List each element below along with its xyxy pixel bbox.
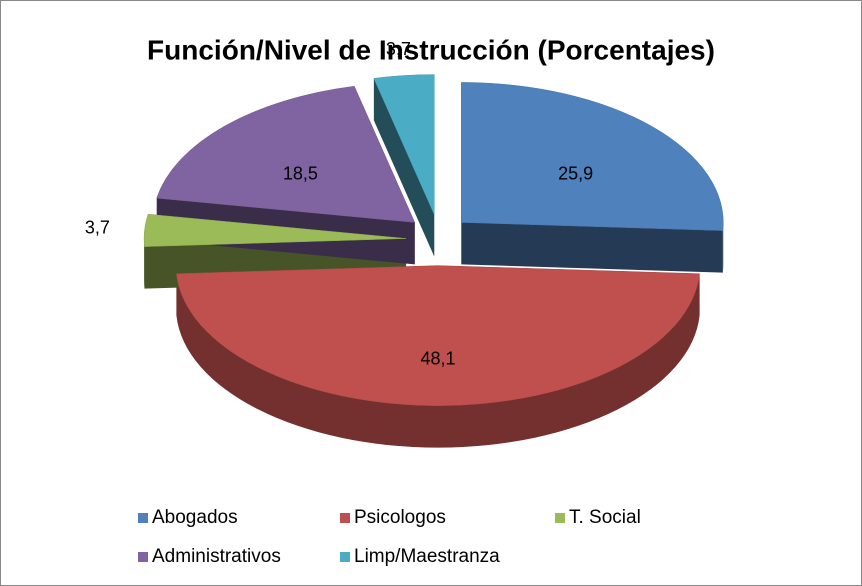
slice-tops [143,74,724,406]
slice-wall [461,222,723,273]
legend-swatch [138,513,148,523]
chart-title: Función/Nivel de Instrucción (Porcentaje… [147,34,715,65]
pie-slice [176,265,700,406]
legend-label: T. Social [569,507,641,528]
legend-label: Psicologos [354,507,446,528]
legend-swatch [555,513,565,523]
data-label: 18,5 [283,164,318,184]
legend-label: Abogados [152,507,238,528]
legend-swatch [138,552,148,562]
pie-slice [156,85,416,223]
data-label: 3,7 [386,39,411,59]
slice-rim [176,273,700,448]
data-label: 48,1 [420,348,455,368]
legend-swatch [340,513,350,523]
slice-wall [373,78,435,257]
pie-slice [461,82,724,231]
data-label: 3,7 [85,218,110,238]
legend-swatch [340,552,350,562]
pie-slice [143,213,407,247]
legend-label: Limp/Maestranza [354,546,500,567]
data-label: 25,9 [558,164,593,184]
legend-label: Administrativos [152,546,281,567]
pie-slice [373,74,435,215]
